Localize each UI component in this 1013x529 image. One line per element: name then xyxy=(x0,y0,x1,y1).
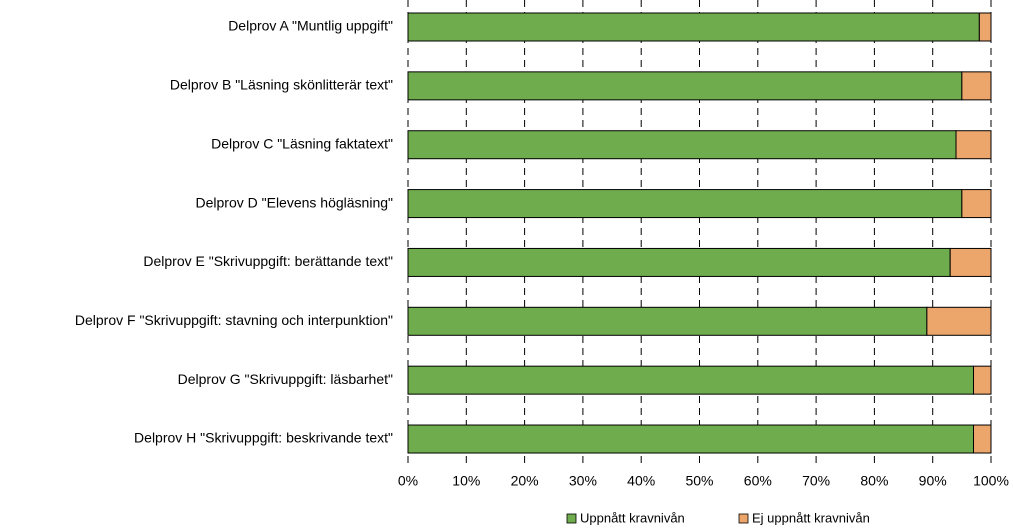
bar-segment xyxy=(407,306,928,336)
bar-segment xyxy=(973,424,992,454)
y-tick-label: Delprov G "Skrivuppgift: läsbarhet" xyxy=(178,371,393,387)
x-tick-label: 0% xyxy=(398,473,418,489)
x-tick-label: 40% xyxy=(627,473,655,489)
y-tick-label: Delprov F "Skrivuppgift: stavning och in… xyxy=(75,312,393,328)
y-tick-label: Delprov E "Skrivuppgift: berättande text… xyxy=(143,253,393,269)
bar-segment xyxy=(407,424,975,454)
bar-segment xyxy=(407,12,980,42)
bar-segment xyxy=(407,130,957,160)
y-tick-label: Delprov B "Läsning skönlitterär text" xyxy=(170,77,393,93)
legend-label: Uppnått kravnivån xyxy=(580,510,685,525)
x-tick-label: 60% xyxy=(744,473,772,489)
legend-swatch xyxy=(566,513,577,524)
bar-segment xyxy=(955,130,992,160)
x-tick-label: 10% xyxy=(452,473,480,489)
bar-segment xyxy=(407,365,975,395)
x-tick-label: 50% xyxy=(685,473,713,489)
x-tick-label: 30% xyxy=(569,473,597,489)
x-tick-label: 80% xyxy=(860,473,888,489)
bar-segment xyxy=(407,189,963,219)
y-tick-label: Delprov C "Läsning faktatext" xyxy=(211,135,393,151)
legend: Uppnått kravnivån Ej uppnått kravnivån xyxy=(566,510,870,525)
y-tick-label: Delprov A "Muntlig uppgift" xyxy=(228,18,393,34)
bar-segment xyxy=(407,71,963,101)
x-tick-label: 90% xyxy=(919,473,947,489)
legend-label: Ej uppnått kravnivån xyxy=(752,510,870,525)
bar-segment xyxy=(973,365,992,395)
bar-segment xyxy=(949,247,992,277)
bar-segment xyxy=(978,12,992,42)
x-tick-label: 20% xyxy=(511,473,539,489)
x-tick-label: 100% xyxy=(973,473,1009,489)
x-tick-label: 70% xyxy=(802,473,830,489)
bar-segment xyxy=(961,189,992,219)
bar-segment xyxy=(407,247,951,277)
bar-segment xyxy=(926,306,992,336)
legend-swatch xyxy=(738,513,749,524)
y-tick-label: Delprov D "Elevens högläsning" xyxy=(196,194,394,210)
bar-segment xyxy=(961,71,992,101)
y-tick-label: Delprov H "Skrivuppgift: beskrivande tex… xyxy=(134,430,393,446)
